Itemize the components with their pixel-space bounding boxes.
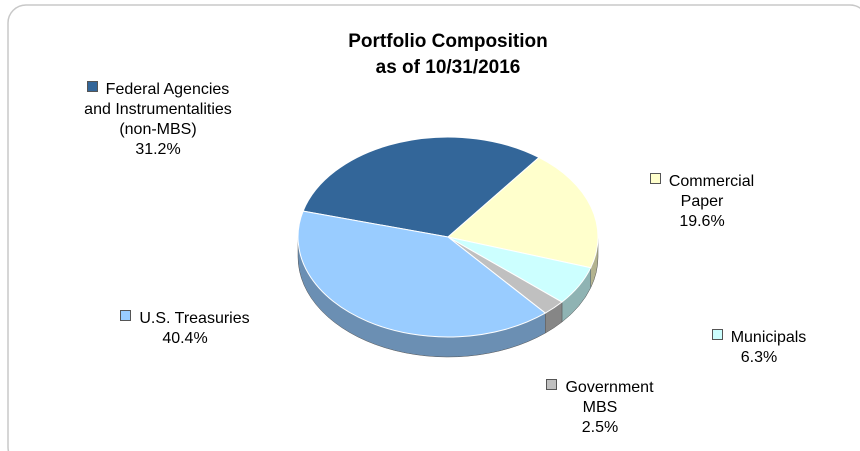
slice-label: Government MBS 2.5% <box>536 378 664 438</box>
label-value: 19.6% <box>679 213 725 230</box>
label-name: U.S. Treasuries <box>139 310 250 327</box>
label-value: 31.2% <box>135 141 181 158</box>
slice-label: Federal Agencies and Instrumentalities (… <box>78 80 238 160</box>
legend-swatch <box>649 173 661 184</box>
label-value: 6.3% <box>740 349 778 366</box>
slice-label: U.S. Treasuries 40.4% <box>100 309 270 349</box>
pie <box>297 136 599 358</box>
label-name: Government MBS <box>565 379 654 416</box>
label-name: Federal Agencies and Instrumentalities (… <box>84 81 232 138</box>
slice <box>446 156 599 269</box>
label-value: 40.4% <box>162 330 208 347</box>
label-name: Municipals <box>730 329 807 346</box>
legend-swatch <box>711 329 723 340</box>
legend-swatch <box>120 310 132 321</box>
slice-label: Commercial Paper 19.6% <box>628 172 776 232</box>
label-name: Commercial Paper <box>668 173 755 210</box>
chart-subtitle: as of 10/31/2016 <box>375 57 521 78</box>
chart-title: Portfolio Composition <box>348 31 548 52</box>
legend-swatch <box>546 379 558 390</box>
slice <box>302 136 540 238</box>
slice-label: Municipals 6.3% <box>703 328 815 368</box>
legend-swatch <box>86 81 98 92</box>
label-value: 2.5% <box>581 419 619 436</box>
slice <box>297 210 547 338</box>
